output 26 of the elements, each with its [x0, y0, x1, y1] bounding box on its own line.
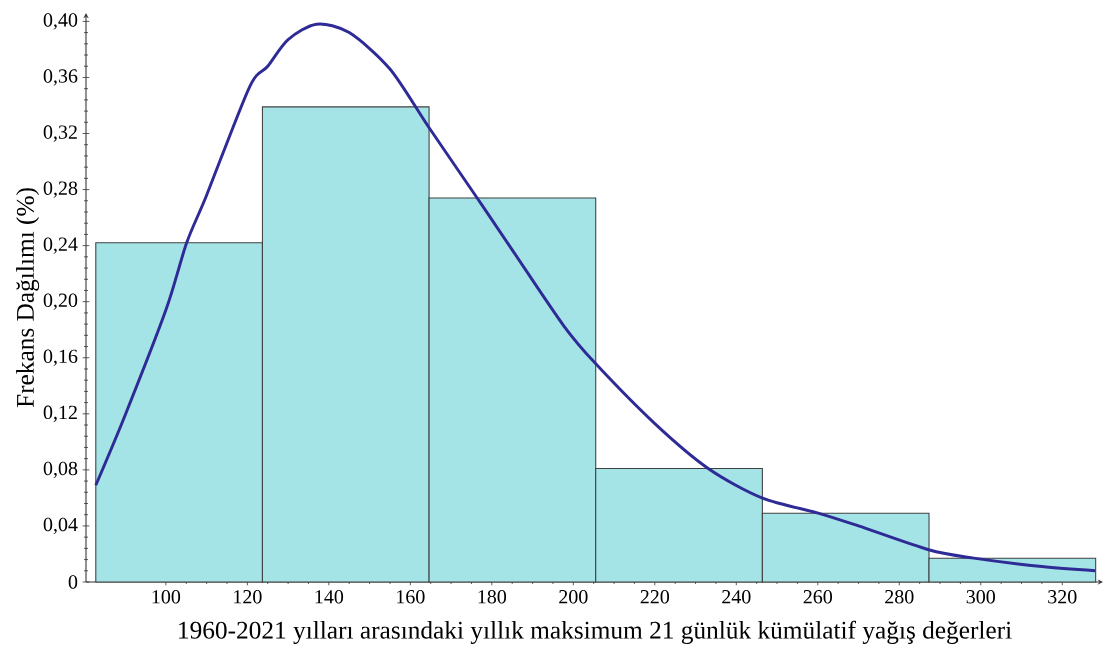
x-tick-label: 240 — [722, 590, 751, 604]
y-tick-label: 0,40 — [43, 13, 78, 30]
y-tick-label: 0,16 — [43, 349, 78, 366]
x-tick-label: 140 — [315, 590, 344, 604]
x-tick-label: 300 — [966, 590, 996, 604]
x-tick-label: 180 — [478, 590, 507, 604]
x-tick-label: 120 — [234, 590, 262, 604]
x-tick-label: 220 — [640, 590, 670, 604]
y-tick-label: 0,24 — [43, 237, 78, 254]
y-tick-label: 0,32 — [43, 125, 77, 142]
y-tick-label: 0,08 — [43, 461, 78, 479]
y-tick-label: 0 — [68, 575, 78, 589]
x-tick-label: 280 — [885, 590, 914, 604]
y-tick-label: 0,04 — [43, 517, 78, 535]
x-axis-title: 1960-2021 yılları arasındaki yıllık maksimum 21 günlük kümülatif yağış değerleri — [179, 620, 1012, 644]
y-axis-title: Frekans Dağılımı (%) — [16, 188, 40, 408]
x-tick-label: 320 — [1048, 590, 1077, 604]
line-series — [94, 22, 1097, 573]
y-tick-label: 0,28 — [43, 181, 78, 198]
x-tick-label: 200 — [559, 590, 588, 604]
x-tick-label: 160 — [397, 590, 425, 604]
x-tick-label: 260 — [803, 590, 833, 604]
y-tick-label: 0,36 — [43, 69, 78, 86]
y-tick-label: 0,12 — [43, 405, 77, 422]
x-tick-label: 100 — [152, 590, 181, 604]
y-tick-label: 0,20 — [43, 293, 78, 310]
